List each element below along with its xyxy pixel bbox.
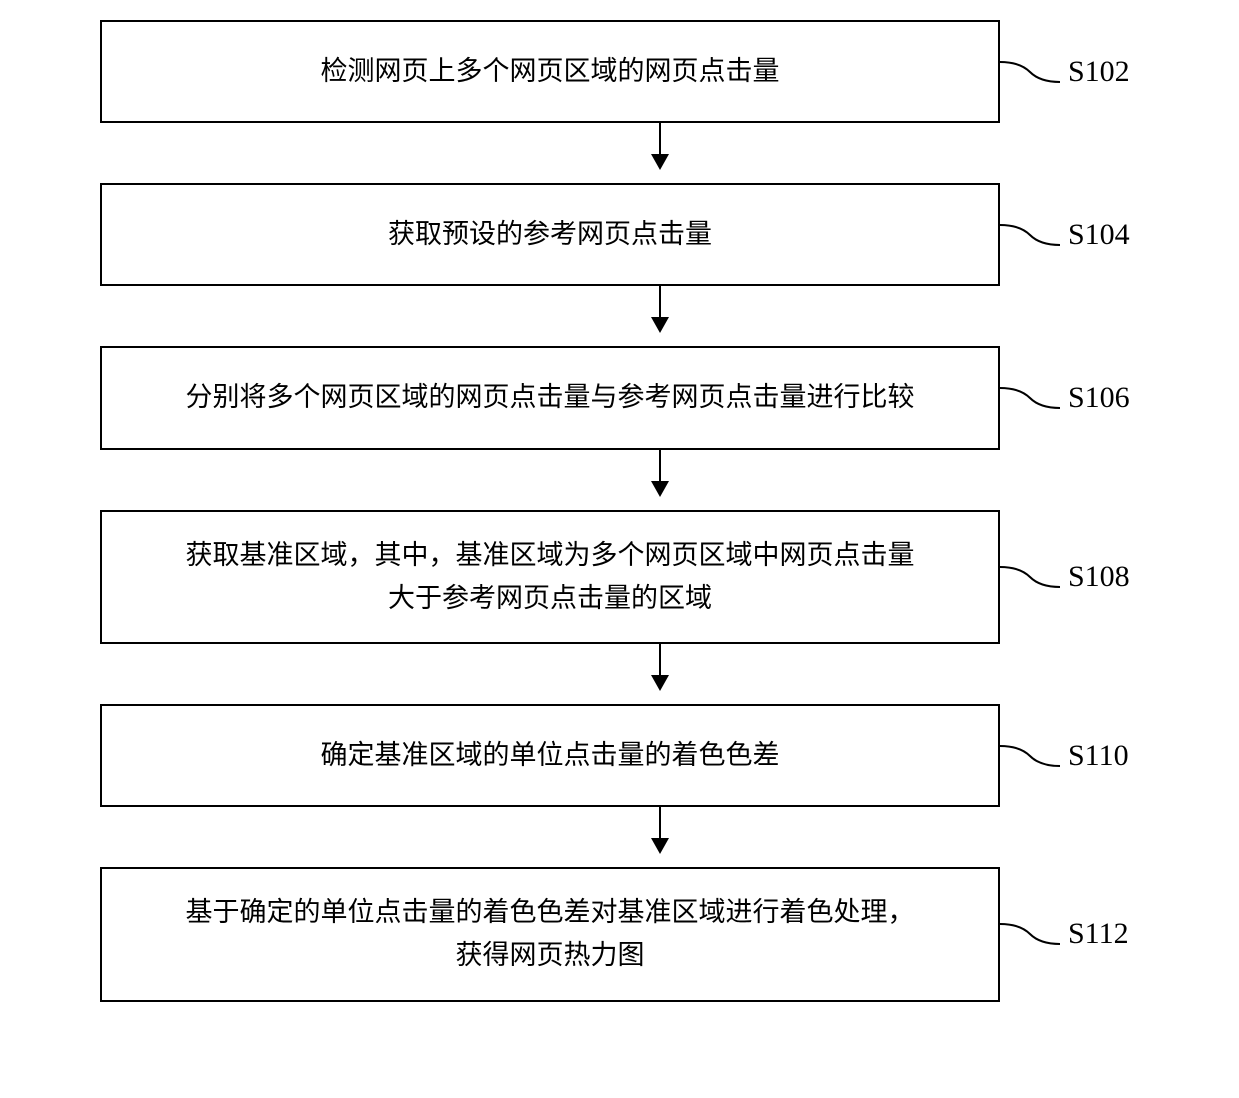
- step-label: S104: [1068, 218, 1130, 252]
- step-box-s106: 分别将多个网页区域的网页点击量与参考网页点击量进行比较: [100, 346, 1000, 449]
- label-wrapper-s106: S106: [1000, 373, 1130, 423]
- step-box-s104: 获取预设的参考网页点击量: [100, 183, 1000, 286]
- step-text-line2: 获得网页热力图: [186, 934, 915, 977]
- label-wrapper-s112: S112: [1000, 909, 1129, 959]
- arrow-container: [210, 450, 1110, 510]
- step-box-s102: 检测网页上多个网页区域的网页点击量: [100, 20, 1000, 123]
- step-label: S102: [1068, 55, 1130, 89]
- arrow-container: [210, 286, 1110, 346]
- step-label: S106: [1068, 381, 1130, 415]
- step-text-line2: 大于参考网页点击量的区域: [186, 577, 915, 620]
- arrow-container: [210, 807, 1110, 867]
- connector-curve-icon: [1000, 47, 1060, 97]
- step-box-s110: 确定基准区域的单位点击量的着色色差: [100, 704, 1000, 807]
- arrow-down-icon: [659, 123, 661, 168]
- connector-curve-icon: [1000, 373, 1060, 423]
- connector-curve-icon: [1000, 552, 1060, 602]
- arrow-down-icon: [659, 807, 661, 852]
- arrow-container: [210, 123, 1110, 183]
- connector-curve-icon: [1000, 731, 1060, 781]
- step-text: 获取预设的参考网页点击量: [388, 213, 712, 256]
- step-text: 检测网页上多个网页区域的网页点击量: [321, 50, 780, 93]
- step-row-s110: 确定基准区域的单位点击量的着色色差 S110: [20, 704, 1219, 807]
- step-row-s112: 基于确定的单位点击量的着色色差对基准区域进行着色处理， 获得网页热力图 S112: [20, 867, 1219, 1001]
- connector-curve-icon: [1000, 909, 1060, 959]
- flowchart-container: 检测网页上多个网页区域的网页点击量 S102 获取预设的参考网页点击量 S104…: [20, 20, 1219, 1002]
- step-text-wrapper: 基于确定的单位点击量的着色色差对基准区域进行着色处理， 获得网页热力图: [186, 891, 915, 977]
- step-row-s106: 分别将多个网页区域的网页点击量与参考网页点击量进行比较 S106: [20, 346, 1219, 449]
- step-row-s104: 获取预设的参考网页点击量 S104: [20, 183, 1219, 286]
- arrow-down-icon: [659, 644, 661, 689]
- step-text-wrapper: 获取基准区域，其中，基准区域为多个网页区域中网页点击量 大于参考网页点击量的区域: [186, 534, 915, 620]
- connector-curve-icon: [1000, 210, 1060, 260]
- label-wrapper-s104: S104: [1000, 210, 1130, 260]
- step-text-line1: 获取基准区域，其中，基准区域为多个网页区域中网页点击量: [186, 534, 915, 577]
- label-wrapper-s102: S102: [1000, 47, 1130, 97]
- step-box-s112: 基于确定的单位点击量的着色色差对基准区域进行着色处理， 获得网页热力图: [100, 867, 1000, 1001]
- step-label: S112: [1068, 917, 1129, 951]
- step-box-s108: 获取基准区域，其中，基准区域为多个网页区域中网页点击量 大于参考网页点击量的区域: [100, 510, 1000, 644]
- arrow-container: [210, 644, 1110, 704]
- step-row-s102: 检测网页上多个网页区域的网页点击量 S102: [20, 20, 1219, 123]
- arrow-down-icon: [659, 450, 661, 495]
- step-text-line1: 基于确定的单位点击量的着色色差对基准区域进行着色处理，: [186, 891, 915, 934]
- label-wrapper-s108: S108: [1000, 552, 1130, 602]
- step-text: 确定基准区域的单位点击量的着色色差: [321, 734, 780, 777]
- step-row-s108: 获取基准区域，其中，基准区域为多个网页区域中网页点击量 大于参考网页点击量的区域…: [20, 510, 1219, 644]
- step-label: S108: [1068, 560, 1130, 594]
- label-wrapper-s110: S110: [1000, 731, 1129, 781]
- step-text: 分别将多个网页区域的网页点击量与参考网页点击量进行比较: [186, 376, 915, 419]
- arrow-down-icon: [659, 286, 661, 331]
- step-label: S110: [1068, 739, 1129, 773]
